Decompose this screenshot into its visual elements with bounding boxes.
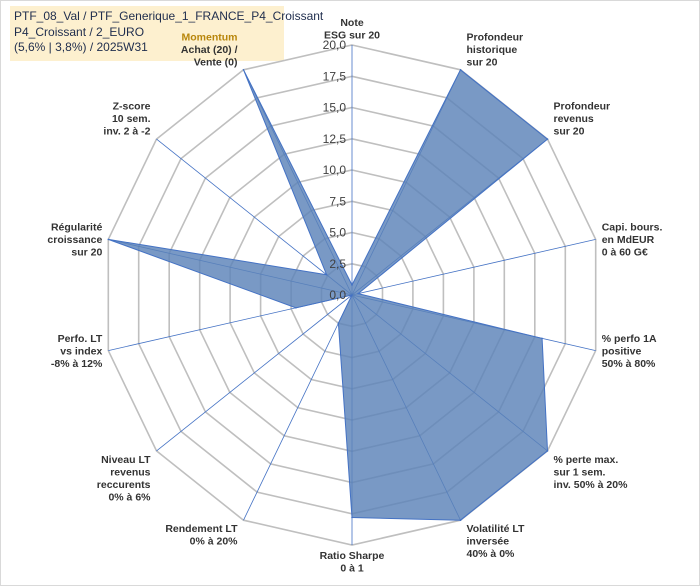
- header-line-3: (5,6% | 3,8%) / 2025W31: [14, 40, 148, 54]
- data-point: [351, 284, 353, 286]
- axis-spoke: [351, 239, 596, 296]
- header-line-2: P4_Croissant / 2_EURO: [14, 24, 145, 39]
- axis-label: Z-score 10 sem. inv. 2 à -2: [103, 101, 150, 138]
- axis-label: % perte max. sur 1 sem. inv. 50% à 20%: [554, 454, 629, 491]
- data-point: [357, 292, 359, 295]
- axis-label: Volatilité LT inversée 40% à 0%: [467, 523, 526, 560]
- tick-label: 12,5: [323, 132, 347, 146]
- data-point: [107, 238, 110, 241]
- tick-label: 15,0: [323, 101, 347, 115]
- axis-label: Momentum Achat (20) / Vente (0): [181, 31, 238, 68]
- data-point: [351, 294, 353, 296]
- axis-label: Régularité croissance sur 20: [47, 222, 102, 259]
- tick-label: 20,0: [323, 38, 347, 52]
- axis-label: Note ESG sur 20: [324, 17, 380, 42]
- data-point: [325, 273, 328, 276]
- data-point: [541, 337, 543, 340]
- header-line-1: PTF_08_Val / PTF_Generique_1_FRANCE_P4_C…: [14, 9, 324, 23]
- tick-label: 10,0: [323, 163, 347, 177]
- tick-label: 0,0: [329, 288, 346, 302]
- data-point: [546, 138, 549, 140]
- axis-spoke: [156, 294, 353, 452]
- data-point: [337, 322, 340, 325]
- data-point: [546, 450, 549, 452]
- data-point: [295, 307, 297, 309]
- axis-spoke: [156, 138, 353, 296]
- tick-label: 7,5: [329, 194, 346, 208]
- axis-label: Profondeur historique sur 20: [467, 31, 524, 68]
- axis-label: Ratio Sharpe 0 à 1: [320, 550, 385, 575]
- tick-label: 2,5: [329, 257, 346, 271]
- chart-header: PTF_08_Val / PTF_Generique_1_FRANCE_P4_C…: [10, 6, 324, 61]
- tick-label: 17,5: [323, 69, 347, 83]
- axis-label: Niveau LT revenus reccurents 0% à 6%: [97, 454, 151, 504]
- axis-label: Perfo. LT vs index -8% à 12%: [51, 333, 103, 370]
- data-point: [242, 69, 245, 71]
- data-point: [351, 516, 353, 519]
- data-point: [459, 519, 462, 521]
- axis-spoke: [243, 294, 353, 521]
- axis-label: Profondeur revenus sur 20: [554, 101, 611, 138]
- axis-label: Rendement LT 0% à 20%: [165, 523, 238, 548]
- axis-label: Capi. bours. en MdEUR 0 à 60 G€: [602, 222, 663, 259]
- data-point: [459, 69, 462, 71]
- tick-label: 5,0: [329, 226, 346, 240]
- axis-label: % perfo 1A positive 50% à 80%: [602, 333, 657, 370]
